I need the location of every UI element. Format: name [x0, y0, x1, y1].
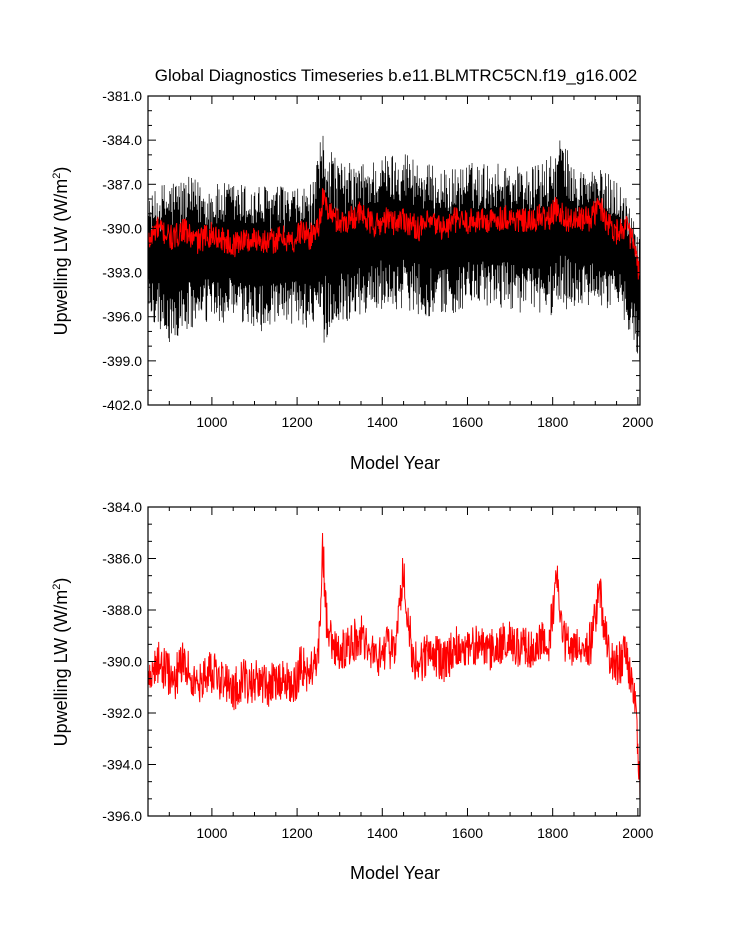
bottom-chart-y-axis-label: Upwelling LW (W/m2) [51, 578, 71, 747]
y-tick-label: -384.0 [102, 132, 142, 148]
bottom-chart-y-axis: -384.0 -386.0 -388.0 -390.0 -392.0 -394.0 -396… [102, 499, 640, 824]
y-tick-label: -396.0 [102, 808, 142, 824]
y-tick-label: -384.0 [102, 499, 142, 515]
y-tick-label: -399.0 [102, 353, 142, 369]
bottom-chart-x-axis-label: Model Year [350, 863, 440, 883]
y-tick-label: -388.0 [102, 602, 142, 618]
y-tick-label: -386.0 [102, 551, 142, 567]
y-tick-label: -392.0 [102, 705, 142, 721]
bottom-chart-y-axis-label-main: Upwelling LW (W/m [51, 590, 71, 747]
x-tick-label: 1000 [196, 825, 227, 841]
y-tick-label: -394.0 [102, 757, 142, 773]
top-chart-y-axis-label-main: Upwelling LW (W/m [51, 179, 71, 336]
y-tick-label: -402.0 [102, 397, 142, 413]
bottom-chart-x-axis: 1000 1200 1400 1600 1800 2000 [147, 507, 654, 841]
x-tick-label: 2000 [622, 414, 653, 430]
y-tick-label: -390.0 [102, 220, 142, 236]
chart-title: Global Diagnostics Timeseries b.e11.BLMT… [155, 66, 638, 85]
y-tick-label: -390.0 [102, 654, 142, 670]
top-chart-y-axis: -381.0 -384.0 -387.0 -390.0 -393.0 -396.0 -399… [102, 88, 640, 413]
top-chart-y-axis-label-sup: 2 [51, 173, 63, 179]
x-tick-label: 1400 [367, 825, 398, 841]
y-tick-label: -381.0 [102, 88, 142, 104]
top-chart-x-axis-label: Model Year [350, 453, 440, 473]
top-chart-y-axis-label: Upwelling LW (W/m2) [51, 167, 71, 336]
y-tick-label: -393.0 [102, 265, 142, 281]
x-tick-label: 1000 [196, 414, 227, 430]
x-tick-label: 1800 [537, 414, 568, 430]
x-tick-label: 2000 [622, 825, 653, 841]
top-chart: Global Diagnostics Timeseries b.e11.BLMT… [51, 66, 654, 473]
bottom-chart: -384.0 -386.0 -388.0 -390.0 -392.0 -394.0 -396… [51, 499, 654, 883]
bottom-chart-y-axis-label-close: ) [51, 578, 71, 584]
bottom-chart-y-axis-label-sup: 2 [51, 584, 63, 590]
x-tick-label: 1600 [452, 825, 483, 841]
x-tick-label: 1600 [452, 414, 483, 430]
x-tick-label: 1400 [367, 414, 398, 430]
top-chart-frame [147, 95, 641, 406]
top-chart-x-axis: 1000 1200 1400 1600 1800 2000 [147, 96, 654, 430]
x-tick-label: 1200 [282, 825, 313, 841]
bottom-chart-series-annual-mean [147, 532, 641, 802]
top-chart-series-annual-mean [147, 188, 641, 280]
y-tick-label: -396.0 [102, 309, 142, 325]
y-tick-label: -387.0 [102, 176, 142, 192]
x-tick-label: 1800 [537, 825, 568, 841]
x-tick-label: 1200 [282, 414, 313, 430]
top-chart-y-axis-label-close: ) [51, 167, 71, 173]
